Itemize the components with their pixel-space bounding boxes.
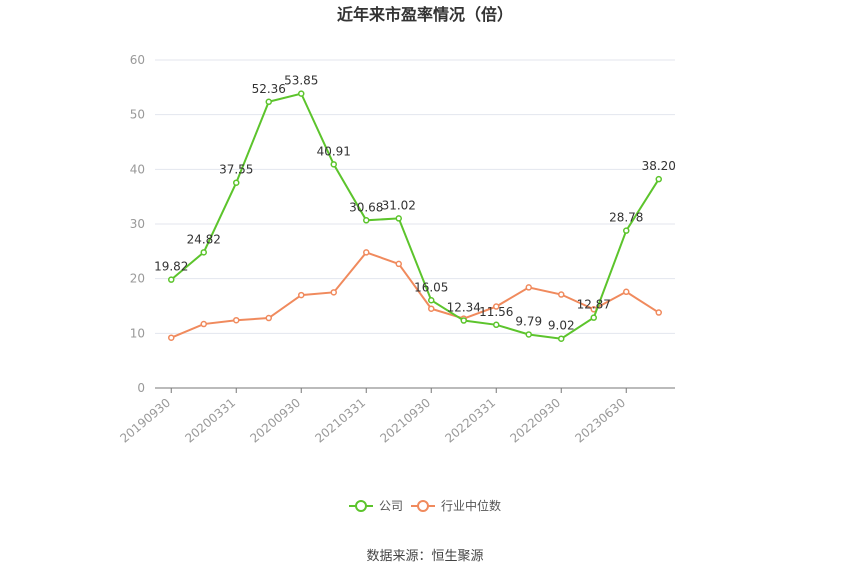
legend-marker <box>355 500 367 512</box>
data-label: 19.82 <box>154 260 188 274</box>
data-label: 28.78 <box>609 211 643 225</box>
data-point[interactable] <box>265 98 272 106</box>
y-tick-label: 40 <box>130 162 145 176</box>
data-point[interactable] <box>558 291 565 298</box>
series-line-0 <box>170 92 660 340</box>
data-point[interactable] <box>233 179 240 186</box>
x-tick-label: 20200930 <box>247 396 303 446</box>
data-point[interactable] <box>298 291 305 299</box>
data-point[interactable] <box>558 335 565 342</box>
data-label: 31.02 <box>382 198 416 212</box>
data-label: 38.20 <box>642 159 676 173</box>
data-label: 24.82 <box>187 232 221 246</box>
x-tick-label: 20230630 <box>572 396 628 446</box>
y-tick-label: 10 <box>130 326 145 340</box>
y-axis: 0 10 20 30 40 50 60 <box>130 53 145 395</box>
legend[interactable]: 公司 行业中位数 <box>349 498 501 513</box>
data-point[interactable] <box>460 317 467 324</box>
data-point[interactable] <box>493 321 500 329</box>
series-line-1 <box>170 251 660 339</box>
y-tick-label: 20 <box>130 272 145 286</box>
data-point[interactable] <box>395 215 402 222</box>
data-label: 16.05 <box>414 280 448 294</box>
x-tick-label: 20210331 <box>312 396 368 446</box>
x-axis: 20190930 20200331 20200930 20210331 20210930… <box>117 387 675 446</box>
data-label: 53.85 <box>284 74 318 88</box>
data-point[interactable] <box>590 314 597 321</box>
data-point[interactable] <box>623 288 630 296</box>
data-label: 9.02 <box>548 319 575 333</box>
x-tick-label: 20200331 <box>182 396 238 446</box>
data-label: 52.36 <box>252 82 286 96</box>
data-point[interactable] <box>200 320 207 328</box>
data-label: 40.91 <box>317 144 351 158</box>
data-label: 11.56 <box>479 305 513 319</box>
data-point[interactable] <box>200 249 207 256</box>
y-tick-label: 50 <box>130 108 145 122</box>
data-source: 数据来源：恒生聚源 <box>366 549 483 564</box>
data-point[interactable] <box>298 90 305 97</box>
legend-marker <box>417 500 429 512</box>
data-point[interactable] <box>363 249 370 256</box>
data-point[interactable] <box>330 161 337 168</box>
x-tick-label: 20220930 <box>507 396 563 446</box>
chart-title: 近年来市盈率情况（倍） <box>337 5 513 24</box>
data-point[interactable] <box>330 289 337 296</box>
data-point[interactable] <box>395 260 402 268</box>
x-tick-label: 20220331 <box>442 396 498 446</box>
data-point[interactable] <box>168 276 175 283</box>
data-point[interactable] <box>363 217 370 224</box>
data-point[interactable] <box>655 175 662 183</box>
data-point[interactable] <box>525 284 532 291</box>
legend-label: 公司 <box>379 499 403 513</box>
legend-label: 行业中位数 <box>441 498 501 513</box>
legend-item-0[interactable]: 公司 <box>349 499 403 513</box>
data-point[interactable] <box>428 297 435 304</box>
data-point[interactable] <box>233 316 240 324</box>
series-group <box>168 90 662 342</box>
legend-item-1[interactable]: 行业中位数 <box>411 498 501 513</box>
data-point[interactable] <box>655 309 662 316</box>
y-tick-label: 60 <box>130 53 145 67</box>
x-tick-label: 20210930 <box>377 396 433 446</box>
data-point[interactable] <box>623 227 630 234</box>
data-point[interactable] <box>493 303 500 310</box>
y-tick-label: 30 <box>130 217 145 231</box>
data-label: 37.55 <box>219 163 253 177</box>
data-point[interactable] <box>428 305 435 312</box>
x-tick-label: 20190930 <box>117 396 173 446</box>
data-point[interactable] <box>168 334 175 341</box>
data-label: 12.87 <box>577 298 611 312</box>
data-label: 9.79 <box>515 314 542 328</box>
data-point[interactable] <box>525 331 532 338</box>
data-label: 12.34 <box>447 301 481 315</box>
data-label: 30.68 <box>349 200 383 214</box>
y-tick-label: 0 <box>137 381 145 395</box>
data-point[interactable] <box>265 314 272 322</box>
